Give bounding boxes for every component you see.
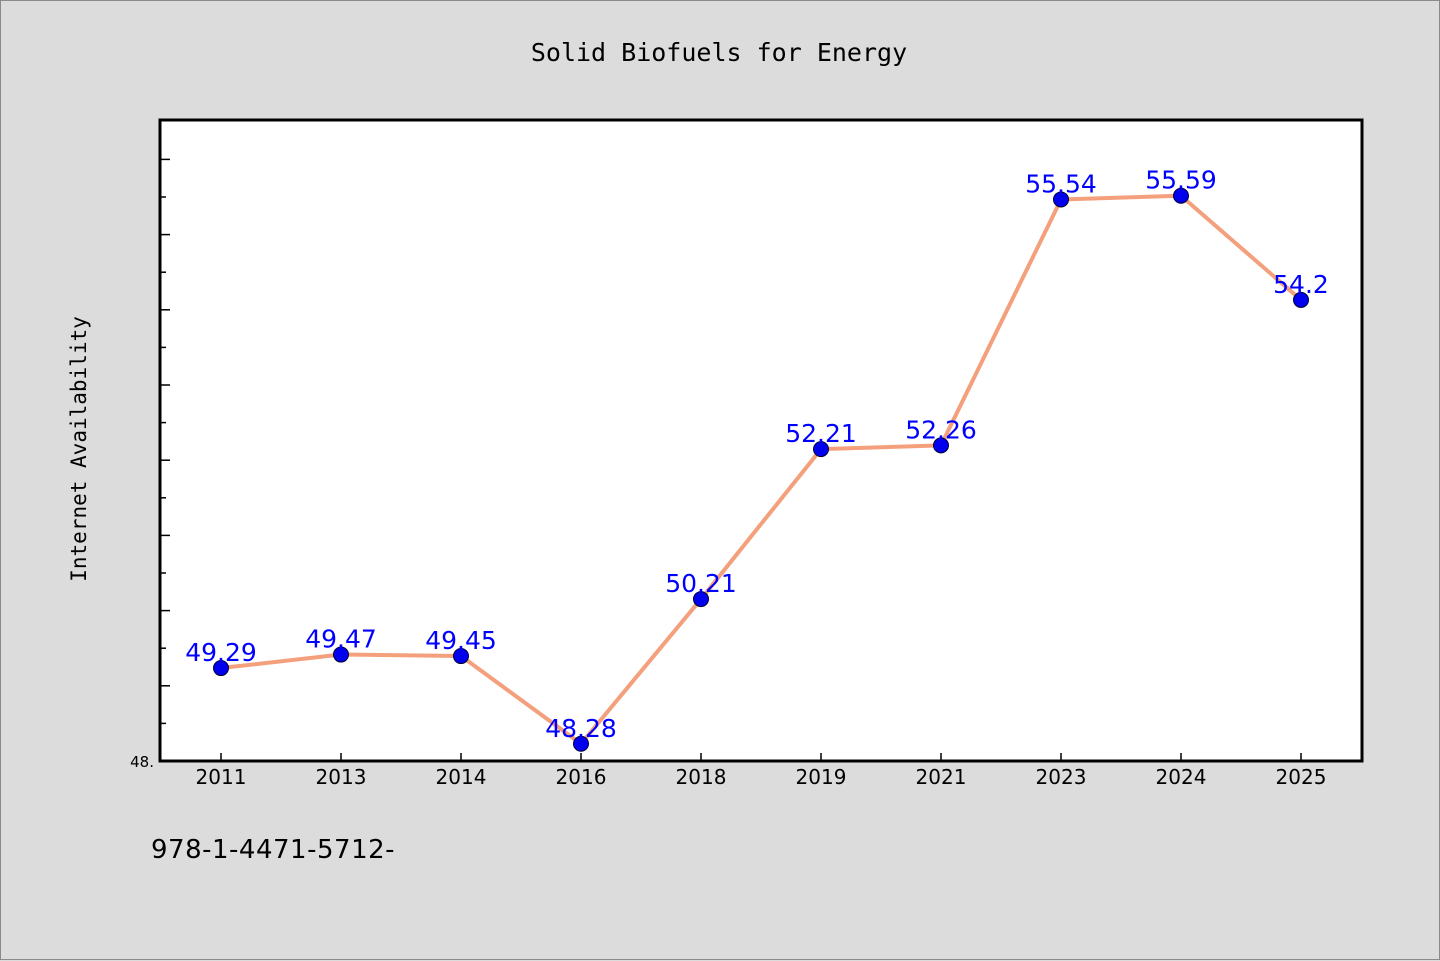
x-tick-label: 2019 [796,765,847,789]
y-tick-label: 48. [130,753,154,771]
plot-area [158,118,1364,763]
data-label: 54.2 [1273,270,1329,299]
data-point [813,441,829,458]
data-point [933,437,949,454]
series-layer: 49.29 49.47 49.45 48.28 50.21 52.21 52.26 55.54… [185,166,1329,752]
data-point [573,735,589,752]
data-label: 49.47 [305,625,377,654]
y-axis-ticks [160,158,170,762]
data-point [1173,187,1189,204]
x-tick-label: 2018 [676,765,727,789]
data-label: 55.54 [1025,169,1097,198]
data-point [693,591,709,608]
x-tick-label: 2011 [196,765,247,789]
data-point [1053,191,1069,208]
series-line [219,193,1303,746]
data-point [213,660,229,677]
x-tick-label: 2014 [436,765,487,789]
data-label: 55.59 [1145,166,1217,195]
x-tick-label: 2023 [1036,765,1087,789]
data-point [1293,291,1309,308]
x-tick-label: 2021 [916,765,967,789]
data-label: 50.21 [665,569,737,598]
x-tick-label: 2024 [1156,765,1207,789]
data-point [333,646,349,663]
data-point [453,648,469,665]
data-label: 49.45 [425,626,497,655]
x-tick-label: 2013 [316,765,367,789]
data-label: 48.28 [545,714,617,743]
data-label: 52.21 [785,419,857,448]
x-axis-ticks: 2011 2013 2014 2016 2018 2019 2021 2023 2024 2025 [196,753,1327,789]
data-label: 49.29 [185,638,257,667]
x-tick-label: 2025 [1276,765,1327,789]
footer-code: 978-1-4471-5712- [151,835,396,865]
data-label: 52.26 [905,415,977,444]
y-axis-label: Internet Availability [67,316,91,582]
chart-title: Solid Biofuels for Energy [531,38,907,67]
x-tick-label: 2016 [556,765,607,789]
